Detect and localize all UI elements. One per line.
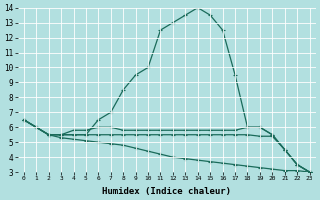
X-axis label: Humidex (Indice chaleur): Humidex (Indice chaleur) [102,187,231,196]
